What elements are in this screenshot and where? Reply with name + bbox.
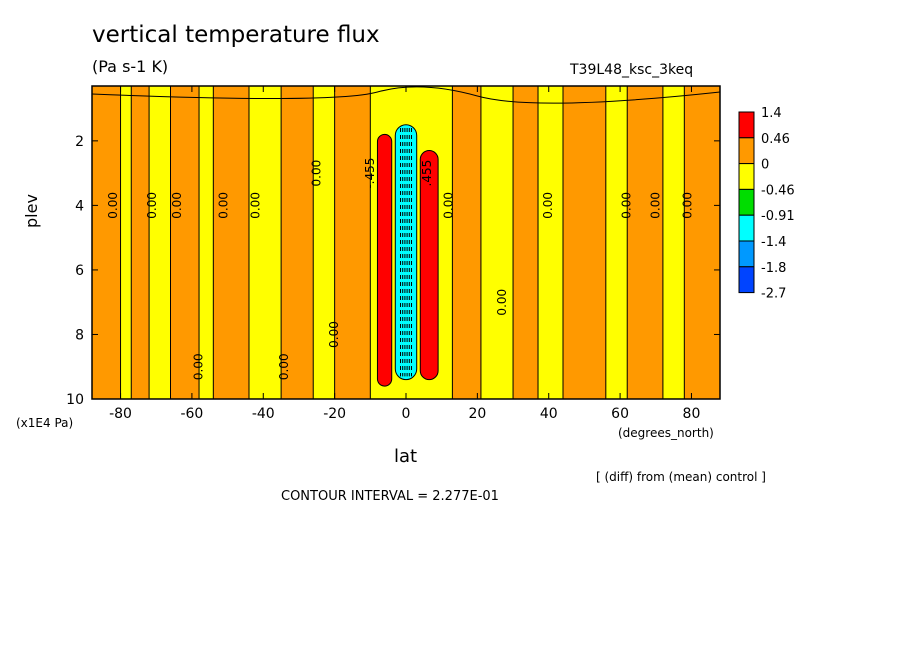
contour-label: 0.00 [648,192,662,219]
chart-units: (Pa s-1 K) [92,57,169,76]
field-band [376,133,393,387]
top-contour [91,86,721,104]
colorbar-swatch [738,137,755,165]
colorbar-label: -0.91 [761,209,795,224]
colorbar-swatch [738,188,755,216]
contour-interval: CONTOUR INTERVAL = 2.277E-01 [281,489,499,504]
contour-label: 0.00 [680,192,694,219]
contour-label: 0.00 [217,192,231,219]
field-band [683,85,721,400]
diff-note: [ (diff) from (mean) control ] [596,470,766,484]
chart-title: vertical temperature flux [92,22,380,48]
field-band [334,85,371,400]
colorbar-label: -1.4 [761,235,786,250]
x-tick-label: 40 [540,406,558,422]
colorbar: 1.4 0.46 0 -0.46 -0.91 -1.4 -1.8 -2.7 [738,106,795,302]
colorbar-swatch [738,214,755,242]
field-band [212,85,250,400]
colorbar-swatch [738,266,755,294]
y-tick-label: 2 [75,134,84,150]
colorbar-label: -1.8 [761,261,786,276]
contour-label: -.455 [363,158,377,189]
x-axis-label: lat [394,446,418,467]
field-band [512,85,539,400]
colorbar-label: -2.7 [761,287,786,302]
field-band [280,85,314,400]
colorbar-swatch [738,163,755,190]
y-tick-label: 4 [75,198,84,214]
contour-label: 0.00 [541,192,555,219]
field-band [419,150,439,381]
contour-label: 0.00 [145,192,159,219]
x-axis-unit: (degrees_north) [618,426,714,440]
axes: -80 -60 -40 -20 0 20 40 60 80 2 4 6 8 10 [66,85,721,422]
x-tick-label: 80 [683,406,701,422]
contour-label: 0.00 [309,160,323,187]
contour-label: 0.00 [192,353,206,380]
x-tick-label: -60 [180,406,203,422]
x-tick-label: -40 [252,406,275,422]
contour-label: 0.00 [170,192,184,219]
field-band [170,85,200,400]
contour-label: 0.00 [327,321,341,348]
x-tick-label: -80 [109,406,132,422]
field-band [91,85,122,400]
y-tick-label: 8 [75,327,84,343]
contour-label: 0.00 [249,192,263,219]
colorbar-label: -0.46 [761,183,795,198]
field-band [562,85,607,400]
x-tick-label: 60 [611,406,629,422]
field-band [394,124,418,381]
colorbar-label: 1.4 [761,106,782,121]
contour-label: 0.00 [495,289,509,316]
x-tick-label: 20 [468,406,486,422]
contour-label: 0.00 [277,353,291,380]
colorbar-swatch [738,240,755,268]
field-band [451,85,482,400]
x-tick-label: -20 [323,406,346,422]
y-axis-unit: (x1E4 Pa) [16,416,74,430]
x-tick-label: 0 [402,406,411,422]
colorbar-swatch [738,111,755,139]
plot-area: 0.00 0.00 0.00 0.00 0.00 0.00 -.455 .455 0.00 0.0… [91,85,721,400]
contour-label: 0.00 [441,192,455,219]
y-tick-label: 10 [66,392,84,408]
field-band [626,85,664,400]
run-id: T39L48_ksc_3keq [570,62,694,78]
contour-label: .455 [420,160,434,187]
colorbar-label: 0 [761,158,769,173]
y-tick-label: 6 [75,263,84,279]
field-band [130,85,150,400]
contour-label: 0.00 [106,192,120,219]
colorbar-label: 0.46 [761,132,790,147]
contour-label: 0.00 [620,192,634,219]
